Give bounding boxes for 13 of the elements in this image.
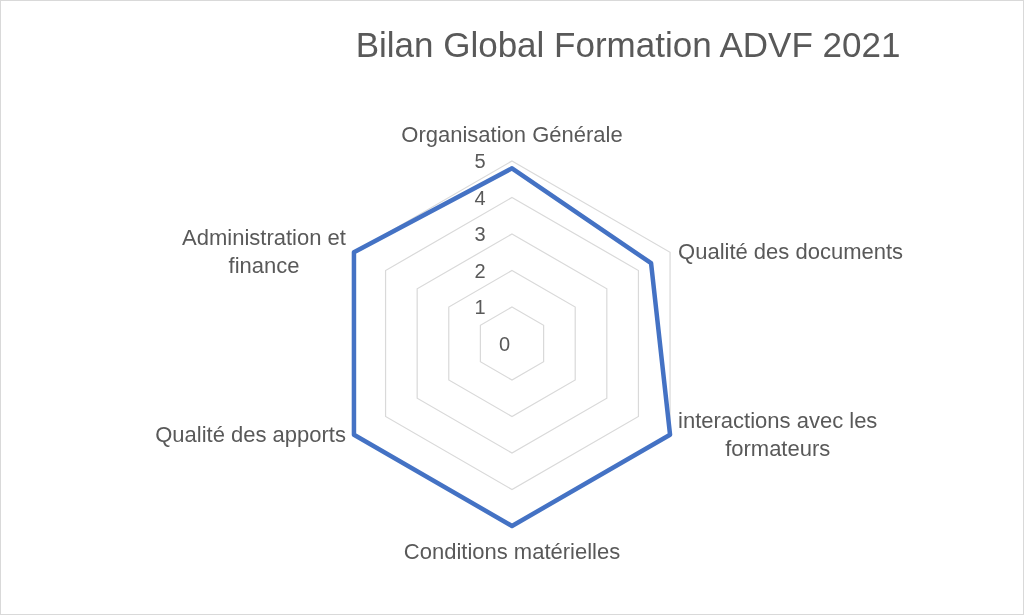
spoke-label: Conditions matérielles bbox=[403, 538, 621, 566]
spoke-label: interactions avec les formateurs bbox=[678, 406, 878, 463]
y-tick-label: 5 bbox=[474, 150, 486, 172]
spoke-label: Organisation Générale bbox=[401, 121, 623, 149]
y-tick-label: 4 bbox=[474, 186, 486, 209]
y-tick-label: 2 bbox=[474, 259, 486, 282]
y-tick-label: 0 bbox=[498, 332, 510, 355]
spoke-label: Qualité des apports bbox=[155, 420, 346, 449]
chart-title: Bilan Global Formation ADVF 2021 bbox=[355, 25, 901, 65]
y-tick-label: 1 bbox=[474, 296, 486, 318]
y-tick-label: 3 bbox=[474, 223, 486, 245]
spoke-label: Administration et finance bbox=[182, 224, 346, 281]
spoke-label: Qualité des documents bbox=[678, 238, 904, 267]
